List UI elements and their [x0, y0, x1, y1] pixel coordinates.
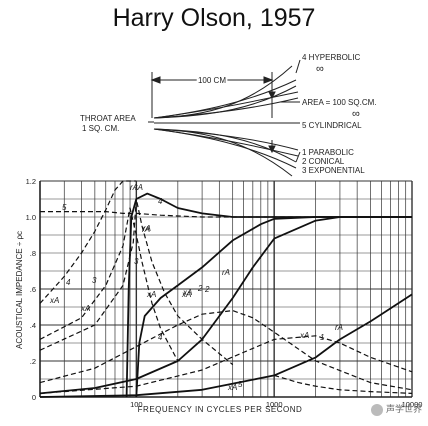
chart-annotation: 5: [62, 203, 67, 212]
x-axis-label: FREQUENCY IN CYCLES PER SECOND: [138, 405, 303, 414]
watermark: 声学世界: [370, 402, 422, 416]
series-line-xA-5: [39, 180, 137, 304]
page-title: Harry Olson, 1957: [112, 4, 316, 32]
chart-annotation: 4: [158, 333, 163, 342]
chart-annotation: 3: [134, 257, 139, 266]
chart-annotation: rA: [222, 268, 230, 277]
chart-annotation: rA: [142, 225, 150, 234]
chart-annotation: 3: [92, 276, 97, 285]
area-label: AREA = 100 SQ.CM.: [302, 98, 376, 107]
horn-label-cylindrical: 5 CYLINDRICAL: [302, 121, 362, 130]
series-line-rA-5: [40, 211, 412, 218]
series-line-xA-5: [274, 374, 413, 394]
horn-profiles-upper: [153, 65, 299, 124]
infinity-upper: ∞: [316, 63, 324, 75]
chart-annotation: 2: [197, 284, 203, 293]
horn-label-conical: 2 CONICAL: [302, 157, 345, 166]
area-arrows: [268, 59, 301, 163]
x-tick-label: 100: [130, 400, 143, 409]
chart-annotation: xA: [299, 331, 309, 340]
chart-annotation: 2: [204, 285, 210, 294]
chart-annotation: xA: [182, 288, 192, 297]
chart-annotation: xA: [181, 290, 191, 299]
chart-annotation: xA: [49, 296, 59, 305]
x-tick-label: 1000: [266, 400, 283, 409]
chart-annotation: rA: [143, 224, 151, 233]
dimension-line: [150, 72, 274, 118]
chart-annotation: rA: [130, 183, 138, 192]
wechat-icon: [370, 403, 383, 416]
horn-label-parabolic: 1 PARABOLIC: [302, 148, 354, 157]
y-tick-label: .6: [30, 285, 36, 294]
horn-profiles-lower: [153, 128, 299, 177]
y-tick-label: .4: [30, 321, 36, 330]
chart-annotation: xA: [227, 383, 237, 392]
series-line-rA-3: [135, 216, 412, 398]
y-tick-label: 1.2: [26, 177, 36, 186]
chart-annotation: xA: [146, 290, 156, 299]
y-tick-label: 1.0: [26, 213, 36, 222]
length-label: 100 CM: [198, 76, 226, 85]
series-line-xA-3: [39, 198, 234, 366]
horn-label-hyperbolic: 4 HYPERBOLIC: [302, 53, 360, 62]
watermark-text: 声学世界: [385, 405, 422, 415]
infinity-mid: ∞: [352, 108, 360, 120]
y-tick-label: .2: [30, 357, 36, 366]
chart-annotation: xA: [80, 304, 90, 313]
y-tick-label: 0: [32, 393, 36, 402]
chart-annotation: rA: [135, 183, 143, 192]
throat-label-2: 1 SQ. CM.: [82, 124, 119, 133]
series-line-xA-2: [39, 310, 413, 391]
y-tick-label: .8: [30, 249, 36, 258]
chart-ticks: 0 .2 .4 .6 .8 1.0 1.2 100 1000 10000: [26, 177, 423, 409]
series-line-rA-2: [39, 216, 412, 395]
chart-annotation: 4: [66, 278, 71, 287]
chart-annotation: rA: [335, 323, 343, 332]
horn-label-exponential: 3 EXPONENTIAL: [302, 166, 365, 175]
series-line-rA-1: [39, 293, 413, 398]
y-axis-label: ACOUSTICAL IMPEDANCE ÷ ρc: [15, 231, 24, 349]
chart-annotation: 5: [238, 380, 243, 389]
series-line-xA-4: [39, 207, 179, 362]
chart-series: [39, 180, 413, 398]
x-tick-label: 10000: [402, 400, 423, 409]
series-line-xA-1: [39, 335, 413, 394]
chart-annotation: 4: [158, 197, 163, 206]
throat-label-1: THROAT AREA: [80, 114, 136, 123]
chart-grid: [39, 180, 413, 398]
chart-annotation: 1: [320, 333, 324, 342]
series-line-rA-4: [125, 192, 412, 398]
